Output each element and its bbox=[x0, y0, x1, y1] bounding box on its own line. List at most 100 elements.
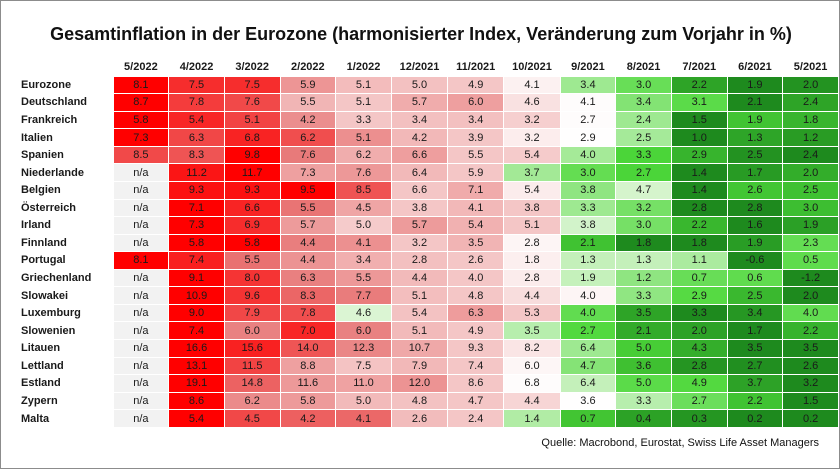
heatmap-cell: 3.2 bbox=[390, 233, 449, 253]
heatmap-cell: 2.8 bbox=[503, 268, 561, 288]
heatmap-cell: 7.6 bbox=[223, 93, 281, 112]
heatmap-cell: 1.8 bbox=[503, 251, 561, 270]
heatmap-cell: 7.5 bbox=[335, 356, 392, 376]
heatmap-cell: 4.0 bbox=[447, 268, 505, 288]
heatmap-cell: 7.6 bbox=[279, 145, 337, 165]
heatmap-cell: 3.5 bbox=[726, 339, 784, 358]
heatmap-cell: 3.4 bbox=[447, 110, 505, 130]
header-row: 5/2022 4/2022 3/2022 2/2022 1/2022 12/2021 11/… bbox=[15, 58, 839, 77]
heatmap-cell: 4.4 bbox=[279, 233, 337, 253]
chart-title: Gesamtinflation in der Eurozone (harmoni… bbox=[50, 24, 792, 44]
heatmap-cell: 12.0 bbox=[390, 374, 449, 393]
heatmap-cell: 5.8 bbox=[168, 233, 225, 253]
heatmap-cell: 3.2 bbox=[503, 110, 561, 130]
heatmap-cell: 12.3 bbox=[335, 339, 392, 358]
heatmap-cell: 11.5 bbox=[223, 356, 281, 376]
heatmap-cell: n/a bbox=[112, 356, 170, 376]
heatmap-cell: 7.3 bbox=[112, 128, 170, 147]
heatmap-cell: 5.1 bbox=[390, 286, 449, 305]
heatmap-cell: 2.6 bbox=[782, 356, 839, 376]
table-row: Belgien n/a 9.3 9.3 9.5 8.5 6.6 7.1 5.4 3.8 4.7 1.4… bbox=[15, 180, 839, 200]
row-label: Frankreich bbox=[21, 113, 78, 126]
heatmap-cell: 1.9 bbox=[726, 110, 784, 130]
heatmap-cell: n/a bbox=[112, 268, 170, 288]
row-label: Belgien bbox=[21, 184, 61, 197]
heatmap-cell: 3.4 bbox=[559, 75, 617, 95]
heatmap-cell: 0.4 bbox=[615, 409, 672, 428]
heatmap-cell: 0.7 bbox=[559, 409, 617, 428]
heatmap-cell: 2.7 bbox=[670, 391, 728, 411]
heatmap-cell: 2.7 bbox=[559, 110, 617, 130]
row-label: Slowakei bbox=[21, 289, 69, 302]
heatmap-cell: 7.8 bbox=[168, 93, 225, 112]
heatmap-cell: 2.0 bbox=[782, 286, 839, 305]
heatmap-cell: 2.6 bbox=[390, 409, 449, 428]
heatmap-cell: 3.4 bbox=[390, 110, 449, 130]
heatmap-cell: 1.3 bbox=[726, 128, 784, 147]
row-label: Slowenien bbox=[21, 324, 76, 337]
row-label: Österreich bbox=[21, 201, 77, 214]
heatmap-cell: 1.8 bbox=[615, 233, 672, 253]
heatmap-cell: 2.7 bbox=[615, 163, 672, 182]
heatmap-cell: 4.3 bbox=[670, 339, 728, 358]
heatmap-cell: 8.6 bbox=[168, 391, 225, 411]
column-header: 10/2021 bbox=[503, 58, 561, 77]
heatmap-cell: 1.0 bbox=[670, 128, 728, 147]
source-note: Quelle: Macrobond, Eurostat, Swiss Life … bbox=[541, 437, 819, 449]
heatmap-cell: 5.7 bbox=[279, 216, 337, 235]
table-row: Griechenland n/a 9.1 8.0 6.3 5.5 4.4 4.0 2.8 1.9 1… bbox=[15, 268, 839, 288]
heatmap-cell: 2.0 bbox=[782, 163, 839, 182]
table-row: Lettland n/a 13.1 11.5 8.8 7.5 7.9 7.4 6.0 4.7 3.6… bbox=[15, 356, 839, 376]
heatmap-cell: 6.4 bbox=[390, 163, 449, 182]
heatmap-cell: n/a bbox=[112, 303, 170, 323]
heatmap-cell: 8.3 bbox=[168, 145, 225, 165]
heatmap-cell: 7.5 bbox=[168, 75, 225, 95]
table-row: Österreich n/a 7.1 6.6 5.5 4.5 3.8 4.1 3.8 3.3 3.2… bbox=[15, 198, 839, 218]
heatmap-cell: n/a bbox=[112, 374, 170, 393]
heatmap-cell: -1.2 bbox=[782, 268, 839, 288]
heatmap-cell: 5.0 bbox=[335, 391, 392, 411]
heatmap-cell: 7.6 bbox=[335, 163, 392, 182]
heatmap-cell: 1.7 bbox=[726, 163, 784, 182]
heatmap-cell: 1.9 bbox=[782, 216, 839, 235]
heatmap-cell: 1.9 bbox=[726, 233, 784, 253]
heatmap-cell: 7.3 bbox=[168, 216, 225, 235]
heatmap-cell: 4.1 bbox=[335, 233, 392, 253]
heatmap-cell: 2.2 bbox=[726, 391, 784, 411]
heatmap-cell: 2.4 bbox=[782, 93, 839, 112]
heatmap-cell: 7.4 bbox=[447, 356, 505, 376]
heatmap-cell: 4.2 bbox=[390, 128, 449, 147]
heatmap-cell: 16.6 bbox=[168, 339, 225, 358]
table-row: Italien 7.3 6.3 6.8 6.2 5.1 4.2 3.9 3.2 2.9 2.5 1.0… bbox=[15, 128, 839, 147]
heatmap-cell: 3.4 bbox=[726, 303, 784, 323]
heatmap-cell: 0.3 bbox=[670, 409, 728, 428]
column-header: 4/2022 bbox=[168, 58, 225, 77]
heatmap-cell: 14.8 bbox=[223, 374, 281, 393]
heatmap-cell: 5.8 bbox=[223, 233, 281, 253]
row-label: Italien bbox=[21, 131, 53, 144]
heatmap-cell: 5.0 bbox=[615, 339, 672, 358]
heatmap-cell: 2.7 bbox=[559, 321, 617, 340]
table-row: Portugal 8.1 7.4 5.5 4.4 3.4 2.8 2.6 1.8 1.3 1.3 1.… bbox=[15, 251, 839, 270]
table-row: Litauen n/a 16.6 15.6 14.0 12.3 10.7 9.3 8.2 6.4 5… bbox=[15, 339, 839, 358]
heatmap-cell: 1.3 bbox=[559, 251, 617, 270]
heatmap-cell: 8.6 bbox=[447, 374, 505, 393]
column-header: 6/2021 bbox=[727, 58, 783, 77]
table-row: Malta n/a 5.4 4.5 4.2 4.1 2.6 2.4 1.4 0.7 0.4 0.3 0.… bbox=[15, 409, 839, 428]
heatmap-cell: 1.4 bbox=[503, 409, 561, 428]
heatmap-cell: 8.5 bbox=[112, 145, 170, 165]
column-header: 9/2021 bbox=[560, 58, 616, 77]
heatmap-cell: 1.3 bbox=[615, 251, 672, 270]
heatmap-cell: 5.4 bbox=[390, 303, 449, 323]
heatmap-cell: 6.6 bbox=[390, 145, 449, 165]
heatmap-cell: 5.1 bbox=[390, 321, 449, 340]
table-row: Deutschland 8.7 7.8 7.6 5.5 5.1 5.7 6.0 4.6 4.1 3.… bbox=[15, 93, 839, 112]
heatmap-cell: 5.8 bbox=[279, 391, 337, 411]
heatmap-cell: 2.8 bbox=[390, 251, 449, 270]
heatmap-cell: 6.0 bbox=[335, 321, 392, 340]
column-header: 2/2022 bbox=[280, 58, 336, 77]
row-label: Malta bbox=[21, 412, 50, 425]
heatmap-cell: 2.9 bbox=[670, 286, 728, 305]
heatmap-cell: 7.3 bbox=[279, 163, 337, 182]
header-corner bbox=[15, 58, 114, 77]
